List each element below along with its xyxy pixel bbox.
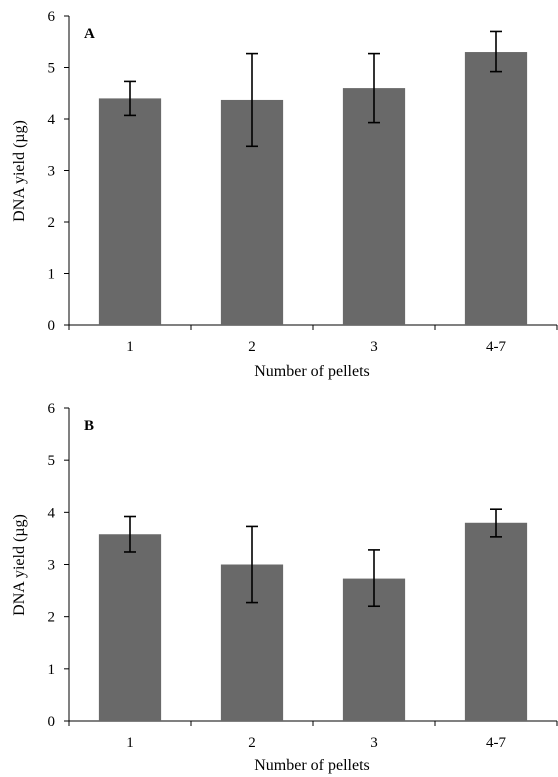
panel-a-x-axis-label: Number of pellets bbox=[254, 363, 370, 380]
panel-b-x-tick-label: 3 bbox=[370, 735, 378, 751]
panel-a-y-tick-label: 4 bbox=[48, 112, 56, 128]
panel-a-x-ticks: 1 2 3 4-7 bbox=[68, 325, 558, 355]
panel-b-x-tick-label: 2 bbox=[248, 735, 256, 751]
panel-a-x-tick-label: 3 bbox=[370, 339, 378, 355]
panel-b-bar bbox=[98, 534, 162, 721]
panel-b-x-tick-label: 1 bbox=[126, 735, 134, 751]
panel-b-error-bars bbox=[124, 508, 502, 608]
panel-a-error-bars bbox=[124, 30, 502, 148]
panel-b-y-ticks: 0 1 2 3 4 5 6 bbox=[48, 401, 69, 730]
panel-a-y-tick-label: 1 bbox=[48, 267, 56, 283]
panel-a-label: A bbox=[84, 26, 95, 42]
panel-a-y-tick-label: 5 bbox=[48, 61, 56, 77]
panel-b-y-tick-label: 5 bbox=[48, 453, 56, 469]
panel-b-bars bbox=[98, 522, 528, 721]
panel-b-y-axis-label: DNA yield (µg) bbox=[11, 514, 28, 616]
panel-b-y-tick-label: 0 bbox=[48, 714, 56, 730]
panel-a-y-axis-label: DNA yield (µg) bbox=[11, 120, 28, 222]
panel-b-x-ticks: 1 2 3 4-7 bbox=[68, 721, 558, 751]
panel-b-bar bbox=[464, 522, 528, 721]
panel-a-x-tick-label: 2 bbox=[248, 339, 256, 355]
panel-b-y-tick-label: 2 bbox=[48, 610, 56, 626]
panel-a-x-tick-label: 4-7 bbox=[486, 339, 506, 355]
panel-a-bars bbox=[98, 52, 528, 326]
panel-b-chart: 0 1 2 3 4 5 6 1 2 3 4-7 B Number of pellets DNA y… bbox=[11, 401, 558, 774]
panel-b-x-axis-label: Number of pellets bbox=[254, 757, 370, 774]
panel-b-y-tick-label: 1 bbox=[48, 662, 56, 678]
panel-b-y-tick-label: 3 bbox=[48, 558, 56, 574]
panel-a-bar bbox=[98, 98, 162, 326]
panel-a-y-tick-label: 2 bbox=[48, 215, 56, 231]
panel-a-bar bbox=[342, 88, 406, 325]
panel-a-bar bbox=[464, 52, 528, 326]
panel-b-x-tick-label: 4-7 bbox=[486, 735, 506, 751]
panel-a-y-ticks: 0 1 2 3 4 5 6 bbox=[48, 9, 69, 334]
panel-b-label: B bbox=[84, 418, 94, 434]
panel-b-y-tick-label: 6 bbox=[48, 401, 56, 417]
panel-b-y-tick-label: 4 bbox=[48, 505, 56, 521]
panel-a-y-tick-label: 3 bbox=[48, 164, 56, 180]
panel-a-chart: 0 1 2 3 4 5 6 1 2 3 4-7 A Number of pellets DNA y… bbox=[11, 9, 558, 380]
panel-a-y-tick-label: 6 bbox=[48, 9, 56, 25]
panel-a-y-tick-label: 0 bbox=[48, 318, 56, 334]
panel-a-x-tick-label: 1 bbox=[126, 339, 134, 355]
